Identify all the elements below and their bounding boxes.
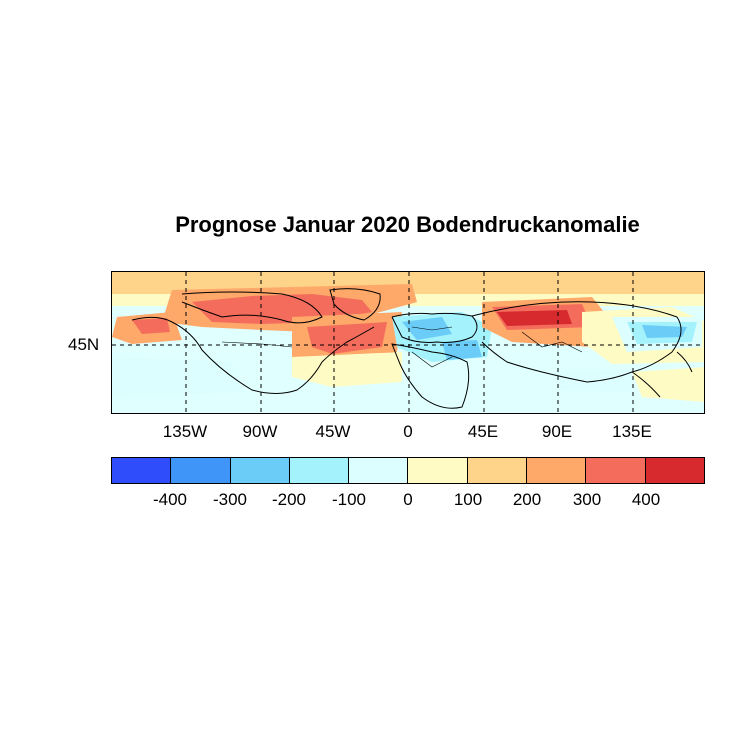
colorbar-label: 300 [572,490,602,509]
anomaly-atlantic-core [307,322,387,354]
lon-label-135w: 135W [162,422,208,441]
colorbar-swatch [230,458,290,483]
colorbar-label: 0 [403,490,413,509]
map-title: Prognose Januar 2020 Bodendruckanomalie [175,212,640,237]
colorbar-label: -400 [152,490,188,509]
colorbar-label: -200 [271,490,307,509]
colorbar-label: 200 [512,490,542,509]
colorbar-swatch [527,458,587,483]
map-panel [111,271,705,414]
colorbar-swatch [112,458,172,483]
lat-label-45n: 45N [68,335,100,354]
anomaly-subtropic-atlantic [292,352,402,387]
anomaly-russia-core [497,310,572,326]
anomaly-alaska-core [132,318,170,334]
lon-label-135e: 135E [612,422,652,441]
colorbar-swatch [349,458,409,483]
anomaly-mediterranean-core [442,340,482,360]
graticule [112,272,704,413]
anomaly-north-pacific-inner [642,325,687,338]
colorbar-label: -100 [331,490,367,509]
anomaly-map [112,272,704,413]
country-borders [221,326,583,368]
lon-label-90e: 90E [541,422,573,441]
colorbar-swatch [171,458,231,483]
colorbar-swatch [467,458,528,483]
colorbar-label: 100 [453,490,483,509]
lon-label-90w: 90W [242,422,278,441]
anomaly-subtropic-pacific [112,357,242,397]
colorbar-swatch [408,458,468,483]
lon-label-45w: 45W [315,422,351,441]
anomaly-subtropic-west-pacific [632,367,704,402]
lon-label-45e: 45E [467,422,499,441]
colorbar-swatch [586,458,646,483]
colorbar-label: 400 [631,490,661,509]
lon-label-0: 0 [403,422,413,441]
anomaly-indian-ocean [552,370,632,392]
colorbar-swatch [645,458,704,483]
colorbar-label: -300 [212,490,248,509]
coastlines [131,288,693,409]
colorbar-swatch [289,458,350,483]
colorbar [111,457,705,484]
anomaly-europe-core [402,317,452,340]
